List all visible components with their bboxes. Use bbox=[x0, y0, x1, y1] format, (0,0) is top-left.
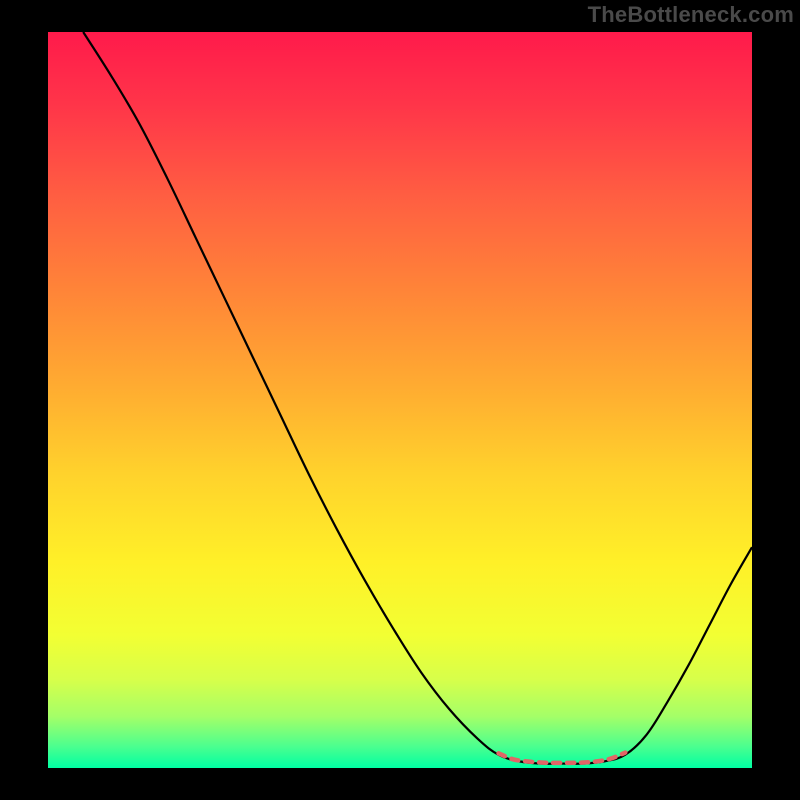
chart-container: TheBottleneck.com bbox=[0, 0, 800, 800]
line-chart bbox=[48, 32, 752, 768]
watermark-text: TheBottleneck.com bbox=[588, 2, 794, 28]
bottleneck-curve bbox=[83, 32, 752, 764]
plot-area bbox=[48, 32, 752, 768]
